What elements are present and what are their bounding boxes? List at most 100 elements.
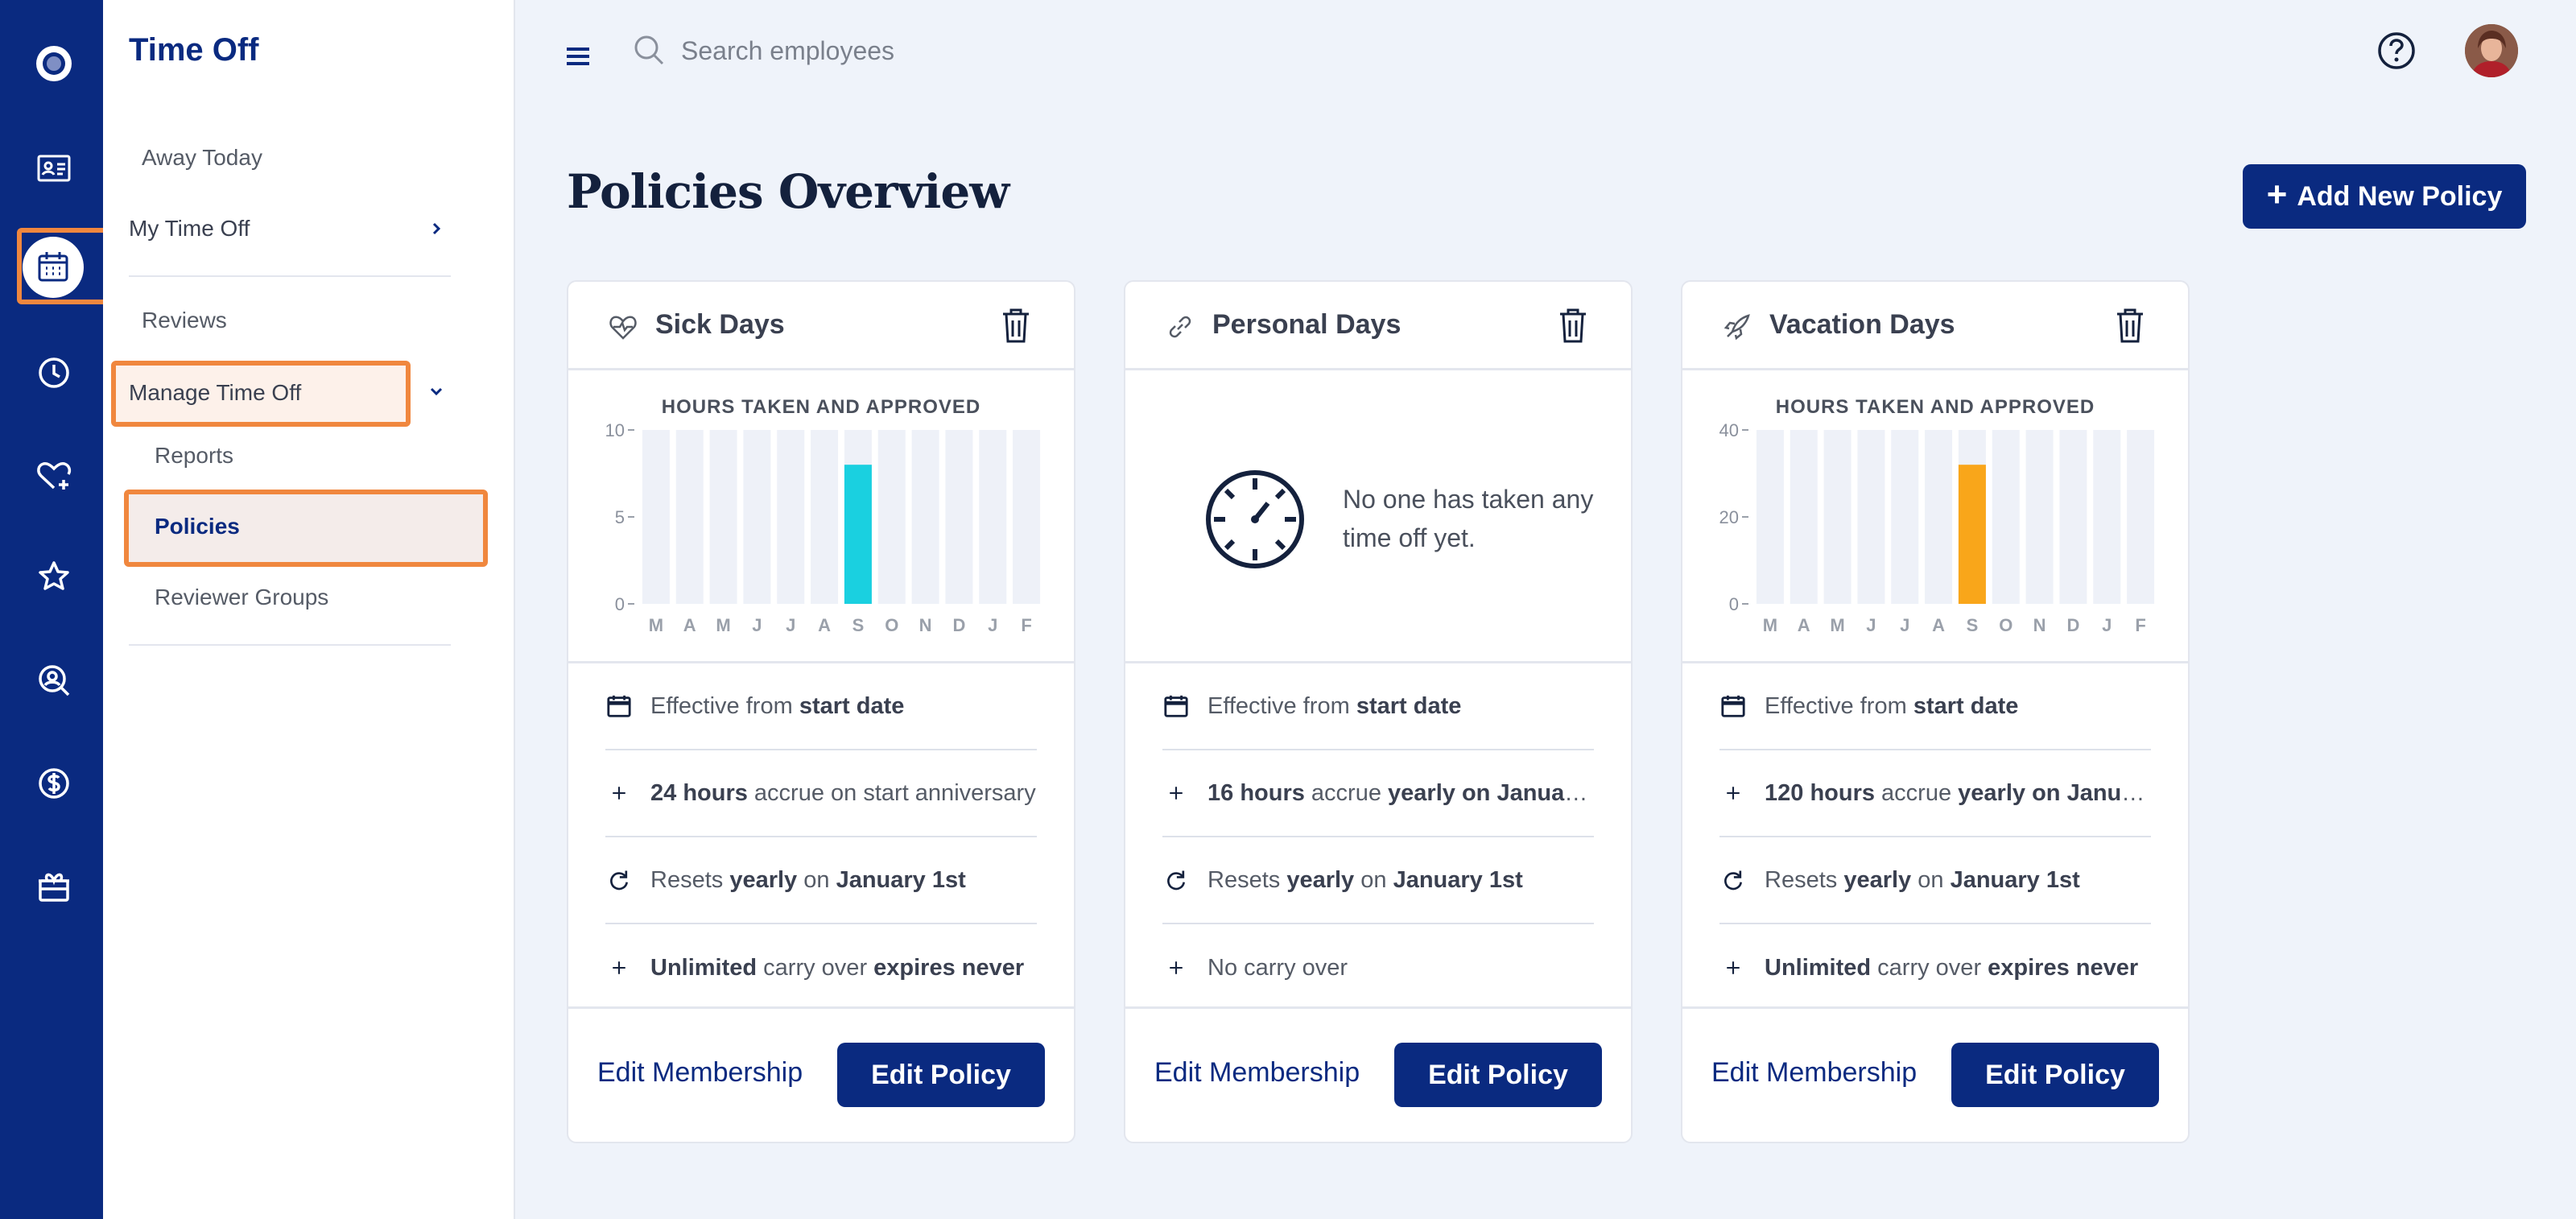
heart-pulse-icon — [609, 316, 637, 340]
bar-track — [2127, 430, 2155, 604]
chevron-right-icon[interactable] — [428, 221, 444, 237]
x-tick-label: S — [852, 615, 865, 635]
sidebar-divider — [129, 275, 451, 277]
policy-detail-text: 16 hours accrue yearly on January 1st — [1208, 779, 1594, 806]
dollar-icon[interactable] — [19, 749, 89, 818]
calendar-icon — [1162, 692, 1190, 720]
refresh-icon — [1719, 866, 1747, 894]
y-tick-label: 0 — [1729, 594, 1739, 614]
policy-detail-text: No carry over — [1208, 954, 1348, 981]
avatar[interactable] — [2465, 24, 2518, 77]
bar-track — [945, 430, 973, 604]
sidebar-item-reviews[interactable]: Reviews — [142, 308, 227, 333]
sidebar-item-reviewer-groups[interactable]: Reviewer Groups — [155, 585, 329, 610]
x-tick-label: J — [1900, 615, 1909, 635]
trash-icon[interactable] — [1557, 306, 1589, 345]
card-title: Personal Days — [1212, 309, 1402, 340]
policy-card-personal-days: Personal Days No one has taken any time … — [1124, 280, 1633, 1143]
help-icon[interactable] — [2376, 31, 2417, 71]
bar-track — [1823, 430, 1852, 604]
x-tick-label: J — [1866, 615, 1876, 635]
search-input[interactable] — [681, 31, 1164, 71]
manage-time-off-highlight — [111, 361, 411, 427]
calendar-icon[interactable] — [23, 237, 84, 298]
policy-detail-text: 120 hours accrue yearly on January 1st — [1765, 779, 2151, 806]
policy-detail-row: Resets yearly on January 1st — [1162, 837, 1594, 924]
bar-track — [1891, 430, 1919, 604]
y-tick-label: 0 — [615, 594, 625, 614]
policy-details: Effective from start date 24 hours accrue… — [568, 663, 1074, 1011]
id-card-icon[interactable] — [19, 134, 89, 203]
logo-icon[interactable] — [19, 29, 89, 98]
plus-icon: + — [2266, 175, 2288, 214]
trash-icon[interactable] — [2114, 306, 2146, 345]
sidebar-item-away-today[interactable]: Away Today — [142, 145, 262, 170]
bar-track — [1756, 430, 1784, 604]
trash-icon[interactable] — [1000, 306, 1032, 345]
sidebar-item-my-time-off[interactable]: My Time Off — [129, 216, 250, 241]
y-tick-label: 40 — [1719, 420, 1739, 440]
refresh-icon — [1162, 866, 1190, 894]
card-footer: Edit Membership Edit Policy — [1682, 1006, 2188, 1142]
policies-highlight — [124, 490, 488, 567]
sidebar-item-policies[interactable]: Policies — [155, 514, 240, 539]
section-title: Time Off — [129, 32, 259, 68]
sidebar: Time Off Away Today My Time Off Reviews … — [103, 0, 515, 1219]
y-tick-label: 20 — [1719, 507, 1739, 527]
gift-icon[interactable] — [19, 852, 89, 921]
edit-membership-link[interactable]: Edit Membership — [1154, 1057, 1360, 1088]
x-tick-label: M — [1830, 615, 1844, 635]
bar-track — [877, 430, 906, 604]
bar-track — [777, 430, 805, 604]
bar-track — [2093, 430, 2121, 604]
card-header: Sick Days — [568, 282, 1074, 370]
icon-rail — [0, 0, 109, 1219]
refresh-icon — [605, 866, 633, 894]
edit-membership-link[interactable]: Edit Membership — [597, 1057, 803, 1088]
bar-track — [1857, 430, 1885, 604]
policy-detail-row: 24 hours accrue on start anniversary — [605, 750, 1037, 837]
x-tick-label: M — [716, 615, 730, 635]
chart-title: HOURS TAKEN AND APPROVED — [661, 396, 981, 418]
policy-detail-text: Resets yearly on January 1st — [650, 866, 966, 893]
card-title: Vacation Days — [1769, 309, 1955, 340]
policy-detail-row: 120 hours accrue yearly on January 1st — [1719, 750, 2151, 837]
clock-icon[interactable] — [19, 338, 89, 407]
rocket-icon — [1724, 314, 1750, 341]
card-header: Personal Days — [1125, 282, 1631, 370]
edit-membership-link[interactable]: Edit Membership — [1711, 1057, 1918, 1088]
card-footer: Edit Membership Edit Policy — [1125, 1006, 1631, 1142]
card-chart: HOURS TAKEN AND APPROVED 40 20 0 M A M J J A S O N D… — [1682, 370, 2188, 663]
x-tick-label: J — [752, 615, 762, 635]
bar-track — [675, 430, 704, 604]
add-new-policy-button[interactable]: + Add New Policy — [2243, 164, 2526, 229]
policy-detail-text: Unlimited carry over expires never — [1765, 954, 2139, 981]
y-tick-label: 5 — [615, 507, 625, 527]
bar-track — [911, 430, 939, 604]
policy-detail-text: Resets yearly on January 1st — [1765, 866, 2080, 893]
plus-icon — [1719, 779, 1747, 807]
sidebar-item-manage-time-off[interactable]: Manage Time Off — [129, 380, 302, 405]
add-new-policy-label: Add New Policy — [2297, 180, 2503, 212]
edit-policy-button[interactable]: Edit Policy — [1394, 1043, 1602, 1107]
x-tick-label: D — [952, 615, 965, 635]
sidebar-item-reports[interactable]: Reports — [155, 443, 234, 468]
plus-icon — [1162, 779, 1190, 807]
heart-plus-icon[interactable] — [19, 441, 89, 510]
x-tick-label: O — [1999, 615, 2013, 635]
menu-icon[interactable] — [565, 45, 591, 68]
bar-track — [743, 430, 771, 604]
x-tick-label: A — [1932, 615, 1945, 635]
y-tick-label: 10 — [605, 420, 625, 440]
edit-policy-button[interactable]: Edit Policy — [1951, 1043, 2159, 1107]
chevron-down-icon[interactable] — [428, 383, 444, 399]
policy-detail-row: Unlimited carry over expires never — [605, 924, 1037, 1011]
card-header: Vacation Days — [1682, 282, 2188, 370]
star-icon[interactable] — [19, 543, 89, 612]
policy-card-sick-days: Sick Days HOURS TAKEN AND APPROVED 10 5 0 M… — [567, 280, 1075, 1143]
policy-detail-text: Effective from start date — [650, 692, 905, 719]
person-search-icon[interactable] — [19, 646, 89, 715]
bar — [1958, 465, 1986, 604]
edit-policy-button[interactable]: Edit Policy — [837, 1043, 1045, 1107]
